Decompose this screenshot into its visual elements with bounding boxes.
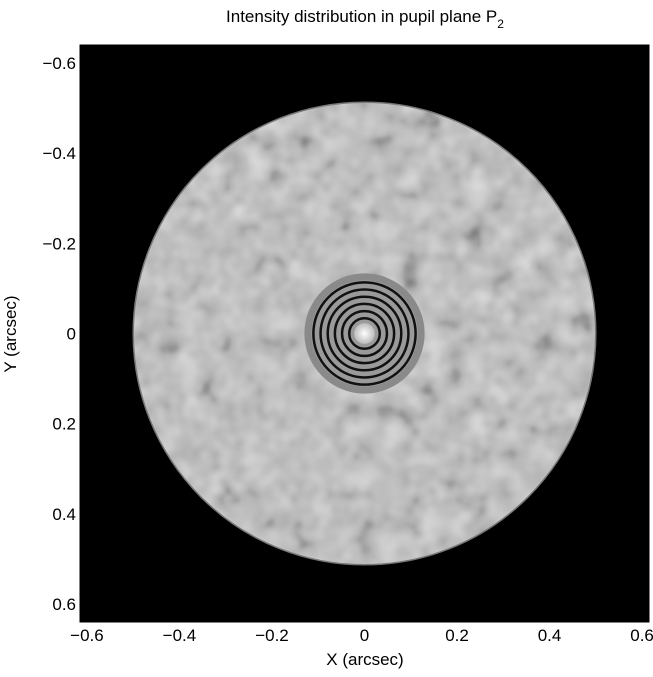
x-tick-label: 0.6 <box>630 626 653 645</box>
y-tick-label: 0.2 <box>52 415 76 434</box>
y-tick-label: −0.6 <box>42 54 76 73</box>
x-axis-label: X (arcsec) <box>326 650 403 669</box>
core-peak <box>354 323 375 344</box>
y-tick-label: 0 <box>67 325 76 344</box>
x-tick-label: 0.4 <box>538 626 562 645</box>
aperture <box>132 101 597 566</box>
core-ring <box>340 309 389 358</box>
core-ring <box>347 316 382 351</box>
x-tick-label: 0 <box>360 626 369 645</box>
core-ring <box>319 288 410 379</box>
x-tick-label: −0.6 <box>70 626 104 645</box>
y-tick-label: −0.4 <box>42 144 76 163</box>
y-tick-label: 0.4 <box>52 505 76 524</box>
core-ring <box>326 295 403 372</box>
plot-frame <box>79 44 650 623</box>
y-tick-label: −0.2 <box>42 234 76 253</box>
title-main: Intensity distribution in pupil plane P <box>226 7 497 26</box>
core-ring <box>333 302 396 365</box>
x-tick-label: 0.2 <box>445 626 469 645</box>
title-subscript: 2 <box>497 17 504 31</box>
chart-title: Intensity distribution in pupil plane P2 <box>226 7 504 31</box>
x-tick-label: −0.4 <box>163 626 197 645</box>
y-axis-label: Y (arcsec) <box>1 295 20 372</box>
x-tick-label: −0.2 <box>255 626 289 645</box>
y-tick-label: 0.6 <box>52 595 76 614</box>
core-ring <box>312 281 417 386</box>
